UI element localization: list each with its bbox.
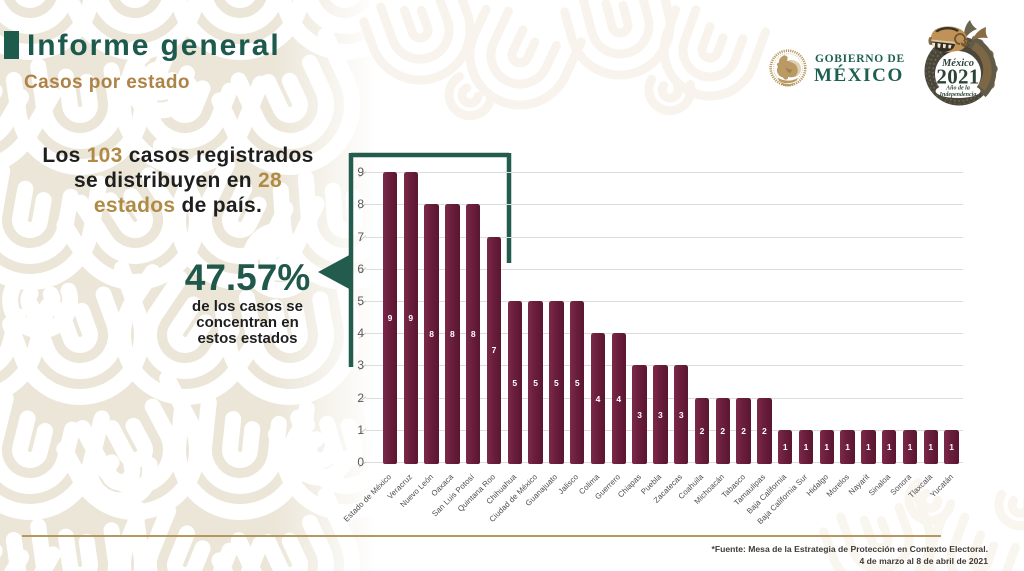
- svg-text:Independencia: Independencia: [939, 92, 977, 98]
- svg-text:México: México: [941, 58, 974, 69]
- svg-text:GOBIERNO DE: GOBIERNO DE: [815, 53, 905, 65]
- svg-text:MÉXICO: MÉXICO: [814, 64, 904, 86]
- svg-text:Año de la: Año de la: [945, 86, 970, 92]
- svg-text:2021: 2021: [936, 65, 979, 89]
